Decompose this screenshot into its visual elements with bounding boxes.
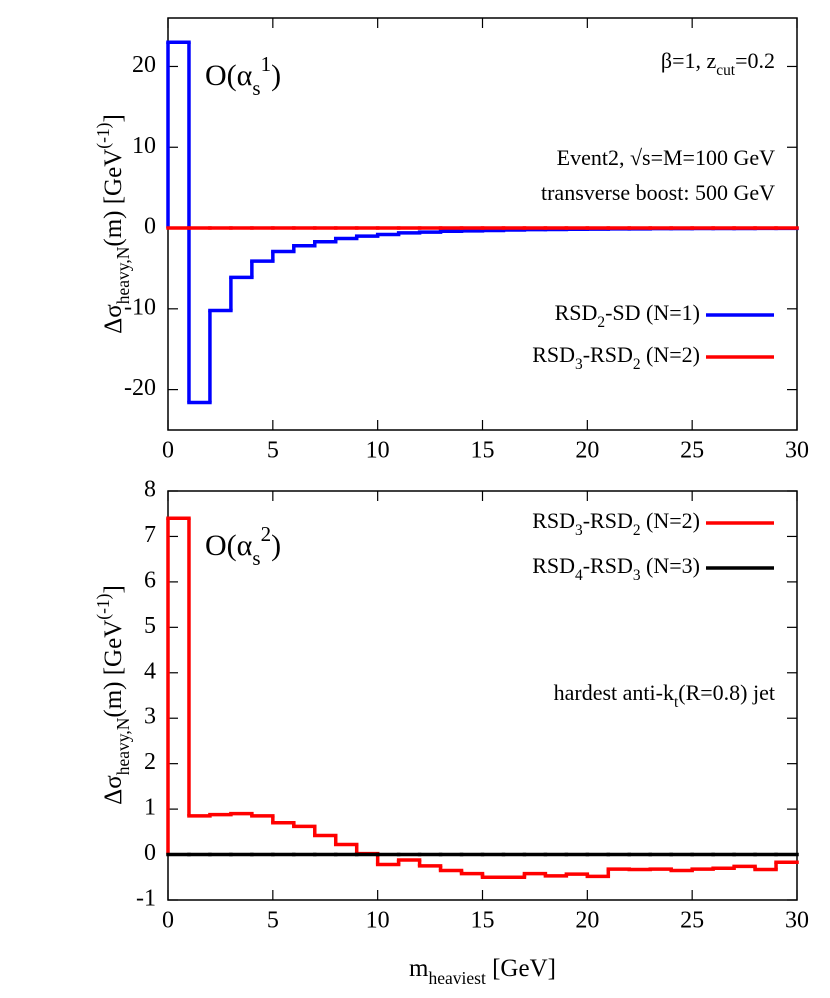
legend-label-part: -SD (N=1) bbox=[605, 300, 700, 325]
y-tick-label: -1 bbox=[136, 886, 156, 912]
legend-label-part: 4 bbox=[575, 567, 583, 584]
y-axis-label-part: ] bbox=[100, 585, 127, 593]
y-tick-label: 1 bbox=[144, 795, 156, 821]
annotation: transverse boost: 500 GeV bbox=[541, 180, 775, 205]
annotation-part: cut bbox=[716, 62, 736, 79]
annotation-part: t bbox=[674, 694, 679, 711]
x-tick-label: 20 bbox=[575, 438, 599, 464]
y-tick-label: 4 bbox=[144, 658, 156, 684]
y-tick-label: 6 bbox=[144, 567, 156, 593]
annotation-part: Event2, √s=M=100 GeV bbox=[557, 145, 775, 170]
x-tick-label: 25 bbox=[680, 438, 704, 464]
x-axis-label-part: m bbox=[409, 955, 429, 982]
legend-label-part: -RSD bbox=[583, 553, 633, 578]
annotation-part: ) bbox=[271, 529, 281, 562]
annotation: β=1, zcut=0.2 bbox=[661, 48, 775, 79]
y-axis-label-part: heavy,N bbox=[113, 717, 133, 775]
y-axis-label-part: ] bbox=[100, 114, 127, 122]
y-axis-label-part: (-1) bbox=[93, 122, 113, 148]
legend-label-part: 3 bbox=[575, 522, 583, 539]
annotation-part: s bbox=[252, 546, 260, 570]
y-tick-label: -10 bbox=[124, 294, 156, 320]
annotation-part: O(α bbox=[205, 59, 253, 92]
annotation-part: (R=0.8) jet bbox=[678, 680, 775, 705]
annotation-part: 2 bbox=[261, 522, 272, 546]
x-tick-label: 0 bbox=[162, 908, 174, 934]
legend-label-part: 2 bbox=[633, 356, 641, 373]
annotation-part: 1 bbox=[261, 52, 272, 76]
y-tick-label: -20 bbox=[124, 375, 156, 401]
legend-label: RSD4-RSD3 (N=3) bbox=[532, 553, 700, 584]
y-axis-label-part: heavy,N bbox=[113, 246, 133, 304]
annotation-part: ) bbox=[271, 59, 281, 92]
annotation-part: transverse boost: 500 GeV bbox=[541, 180, 775, 205]
x-axis-label-part: heaviest bbox=[429, 968, 486, 988]
legend-label: RSD3-RSD2 (N=2) bbox=[532, 508, 700, 539]
legend-label-part: RSD bbox=[555, 300, 598, 325]
legend-label-part: (N=2) bbox=[641, 342, 700, 367]
y-tick-label: 3 bbox=[144, 704, 156, 730]
annotation: O(αs2) bbox=[205, 522, 281, 570]
x-tick-label: 15 bbox=[471, 908, 495, 934]
legend-label-part: 3 bbox=[575, 356, 583, 373]
legend-label-part: -RSD bbox=[583, 342, 633, 367]
legend-label-part: (N=3) bbox=[641, 553, 700, 578]
legend-label-part: (N=2) bbox=[641, 508, 700, 533]
y-tick-label: 5 bbox=[144, 613, 156, 639]
legend-label: RSD2-SD (N=1) bbox=[555, 300, 700, 331]
legend-label-part: 3 bbox=[633, 567, 641, 584]
y-tick-label: 7 bbox=[144, 522, 156, 548]
legend-label-part: -RSD bbox=[583, 508, 633, 533]
legend-label-part: RSD bbox=[532, 342, 575, 367]
y-axis-label-part: Δσ bbox=[100, 775, 127, 805]
plot-frame bbox=[167, 17, 798, 431]
annotation-part: O(α bbox=[205, 529, 253, 562]
annotation-part: hardest anti-k bbox=[554, 680, 674, 705]
y-tick-label: 20 bbox=[132, 52, 156, 78]
x-tick-label: 25 bbox=[680, 908, 704, 934]
x-tick-label: 5 bbox=[267, 908, 279, 934]
annotation-part: β=1, z bbox=[661, 48, 717, 73]
y-tick-label: 2 bbox=[144, 749, 156, 775]
annotation: hardest anti-kt(R=0.8) jet bbox=[554, 680, 775, 711]
x-tick-label: 20 bbox=[575, 908, 599, 934]
y-axis-label-part: (m) [GeV bbox=[100, 149, 127, 247]
y-tick-label: 0 bbox=[144, 214, 156, 240]
annotation: Event2, √s=M=100 GeV bbox=[557, 145, 775, 170]
legend-label: RSD3-RSD2 (N=2) bbox=[532, 342, 700, 373]
y-axis-label: Δσheavy,N(m) [GeV(-1)] bbox=[93, 114, 133, 334]
legend-label-part: 2 bbox=[633, 522, 641, 539]
legend-label-part: RSD bbox=[532, 508, 575, 533]
x-tick-label: 30 bbox=[785, 438, 809, 464]
x-tick-label: 30 bbox=[785, 908, 809, 934]
x-axis-label: mheaviest [GeV] bbox=[409, 955, 556, 988]
annotation: O(αs1) bbox=[205, 52, 281, 100]
y-tick-label: 10 bbox=[132, 133, 156, 159]
x-tick-label: 10 bbox=[366, 438, 390, 464]
y-axis-label: Δσheavy,N(m) [GeV(-1)] bbox=[93, 585, 133, 805]
x-tick-label: 15 bbox=[471, 438, 495, 464]
annotation-part: =0.2 bbox=[735, 48, 775, 73]
annotation-part: s bbox=[252, 76, 260, 100]
x-axis-label-part: [GeV] bbox=[486, 955, 556, 982]
x-tick-label: 0 bbox=[162, 438, 174, 464]
y-axis-label-part: (-1) bbox=[93, 593, 113, 619]
y-axis-label-part: Δσ bbox=[100, 304, 127, 334]
y-axis-label-part: (m) [GeV bbox=[100, 620, 127, 718]
legend-label-part: RSD bbox=[532, 553, 575, 578]
y-tick-label: 0 bbox=[144, 840, 156, 866]
x-tick-label: 5 bbox=[267, 438, 279, 464]
y-tick-label: 8 bbox=[144, 477, 156, 503]
x-tick-label: 10 bbox=[366, 908, 390, 934]
legend-label-part: 2 bbox=[597, 314, 605, 331]
